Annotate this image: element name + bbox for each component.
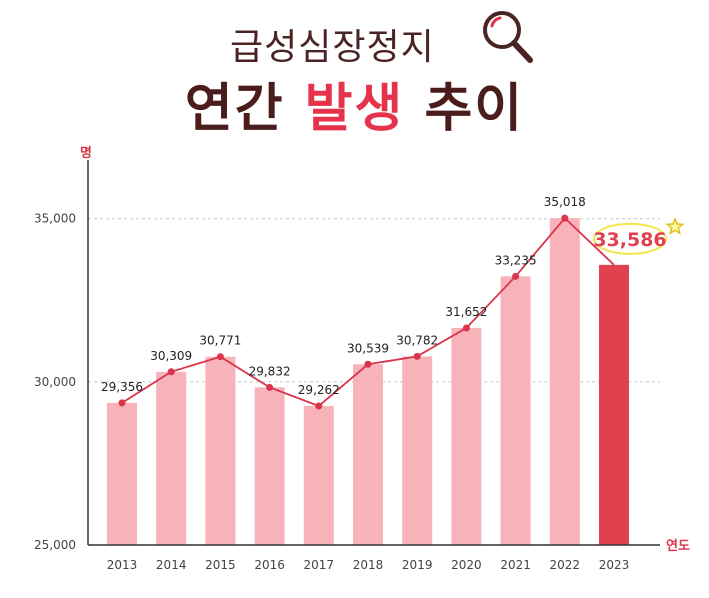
x-tick-label: 2022 bbox=[550, 558, 581, 572]
line-point bbox=[315, 402, 323, 410]
data-label: 29,356 bbox=[101, 380, 143, 394]
line-point bbox=[512, 272, 520, 280]
line-point bbox=[364, 360, 372, 368]
title-part-1: 연간 bbox=[184, 79, 285, 139]
x-tick-label: 2021 bbox=[500, 558, 531, 572]
x-tick-label: 2013 bbox=[107, 558, 138, 572]
line-point bbox=[216, 353, 224, 361]
line-point bbox=[118, 399, 126, 407]
x-tick-label: 2023 bbox=[599, 558, 630, 572]
x-tick-label: 2015 bbox=[205, 558, 236, 572]
bar bbox=[549, 218, 580, 545]
data-label-highlight: 33,586 bbox=[593, 229, 666, 251]
search-icon bbox=[483, 11, 533, 63]
line-point bbox=[413, 352, 421, 360]
data-label: 31,652 bbox=[445, 305, 487, 319]
chart-title: 연간 발생 추이 bbox=[0, 66, 709, 141]
line-point bbox=[462, 324, 470, 332]
line-layer bbox=[118, 214, 615, 410]
line-point bbox=[266, 383, 274, 391]
bar bbox=[451, 327, 482, 545]
bar bbox=[303, 405, 334, 545]
data-label: 35,018 bbox=[544, 195, 586, 209]
x-tick-label: 2016 bbox=[254, 558, 285, 572]
label-layer: 25,000 30,000 35,000 2013 2014 2015 2016 2017 20… bbox=[34, 145, 690, 572]
data-label: 29,832 bbox=[249, 364, 291, 378]
line-point bbox=[561, 214, 569, 222]
data-label: 30,782 bbox=[396, 333, 438, 347]
data-label: 30,539 bbox=[347, 341, 389, 355]
bar bbox=[402, 356, 433, 545]
highlight-circle bbox=[593, 222, 667, 255]
bar bbox=[107, 402, 137, 545]
x-tick-label: 2017 bbox=[304, 558, 335, 572]
x-tick-label: 2020 bbox=[451, 558, 482, 572]
x-tick-label: 2018 bbox=[353, 558, 384, 572]
data-label: 30,309 bbox=[150, 349, 192, 363]
axis-layer bbox=[87, 160, 660, 546]
bar bbox=[353, 364, 383, 545]
data-label: 33,235 bbox=[495, 253, 537, 267]
bar bbox=[599, 264, 629, 545]
title-part-3: 추이 bbox=[424, 79, 525, 139]
title-area: 급성심장정지 연간 발생 추이 bbox=[0, 0, 709, 140]
chart-subtitle: 급성심장정지 bbox=[230, 27, 435, 68]
star-icon bbox=[665, 216, 685, 235]
bar bbox=[500, 276, 531, 545]
bar-layer bbox=[107, 218, 629, 545]
data-label: 30,771 bbox=[199, 334, 241, 348]
y-unit-label: 명 bbox=[80, 145, 92, 161]
y-tick-label: 30,000 bbox=[34, 375, 76, 389]
bar bbox=[205, 356, 236, 545]
y-tick-label: 25,000 bbox=[34, 538, 76, 552]
data-label: 29,262 bbox=[298, 383, 340, 397]
line-point bbox=[167, 368, 175, 376]
x-tick-label: 2019 bbox=[402, 558, 433, 572]
y-tick-label: 35,000 bbox=[34, 212, 76, 226]
bar bbox=[254, 387, 285, 545]
bar bbox=[156, 371, 187, 545]
title-part-2: 발생 bbox=[304, 79, 405, 139]
x-tick-label: 2014 bbox=[156, 558, 187, 572]
x-unit-label: 연도 bbox=[666, 539, 690, 554]
